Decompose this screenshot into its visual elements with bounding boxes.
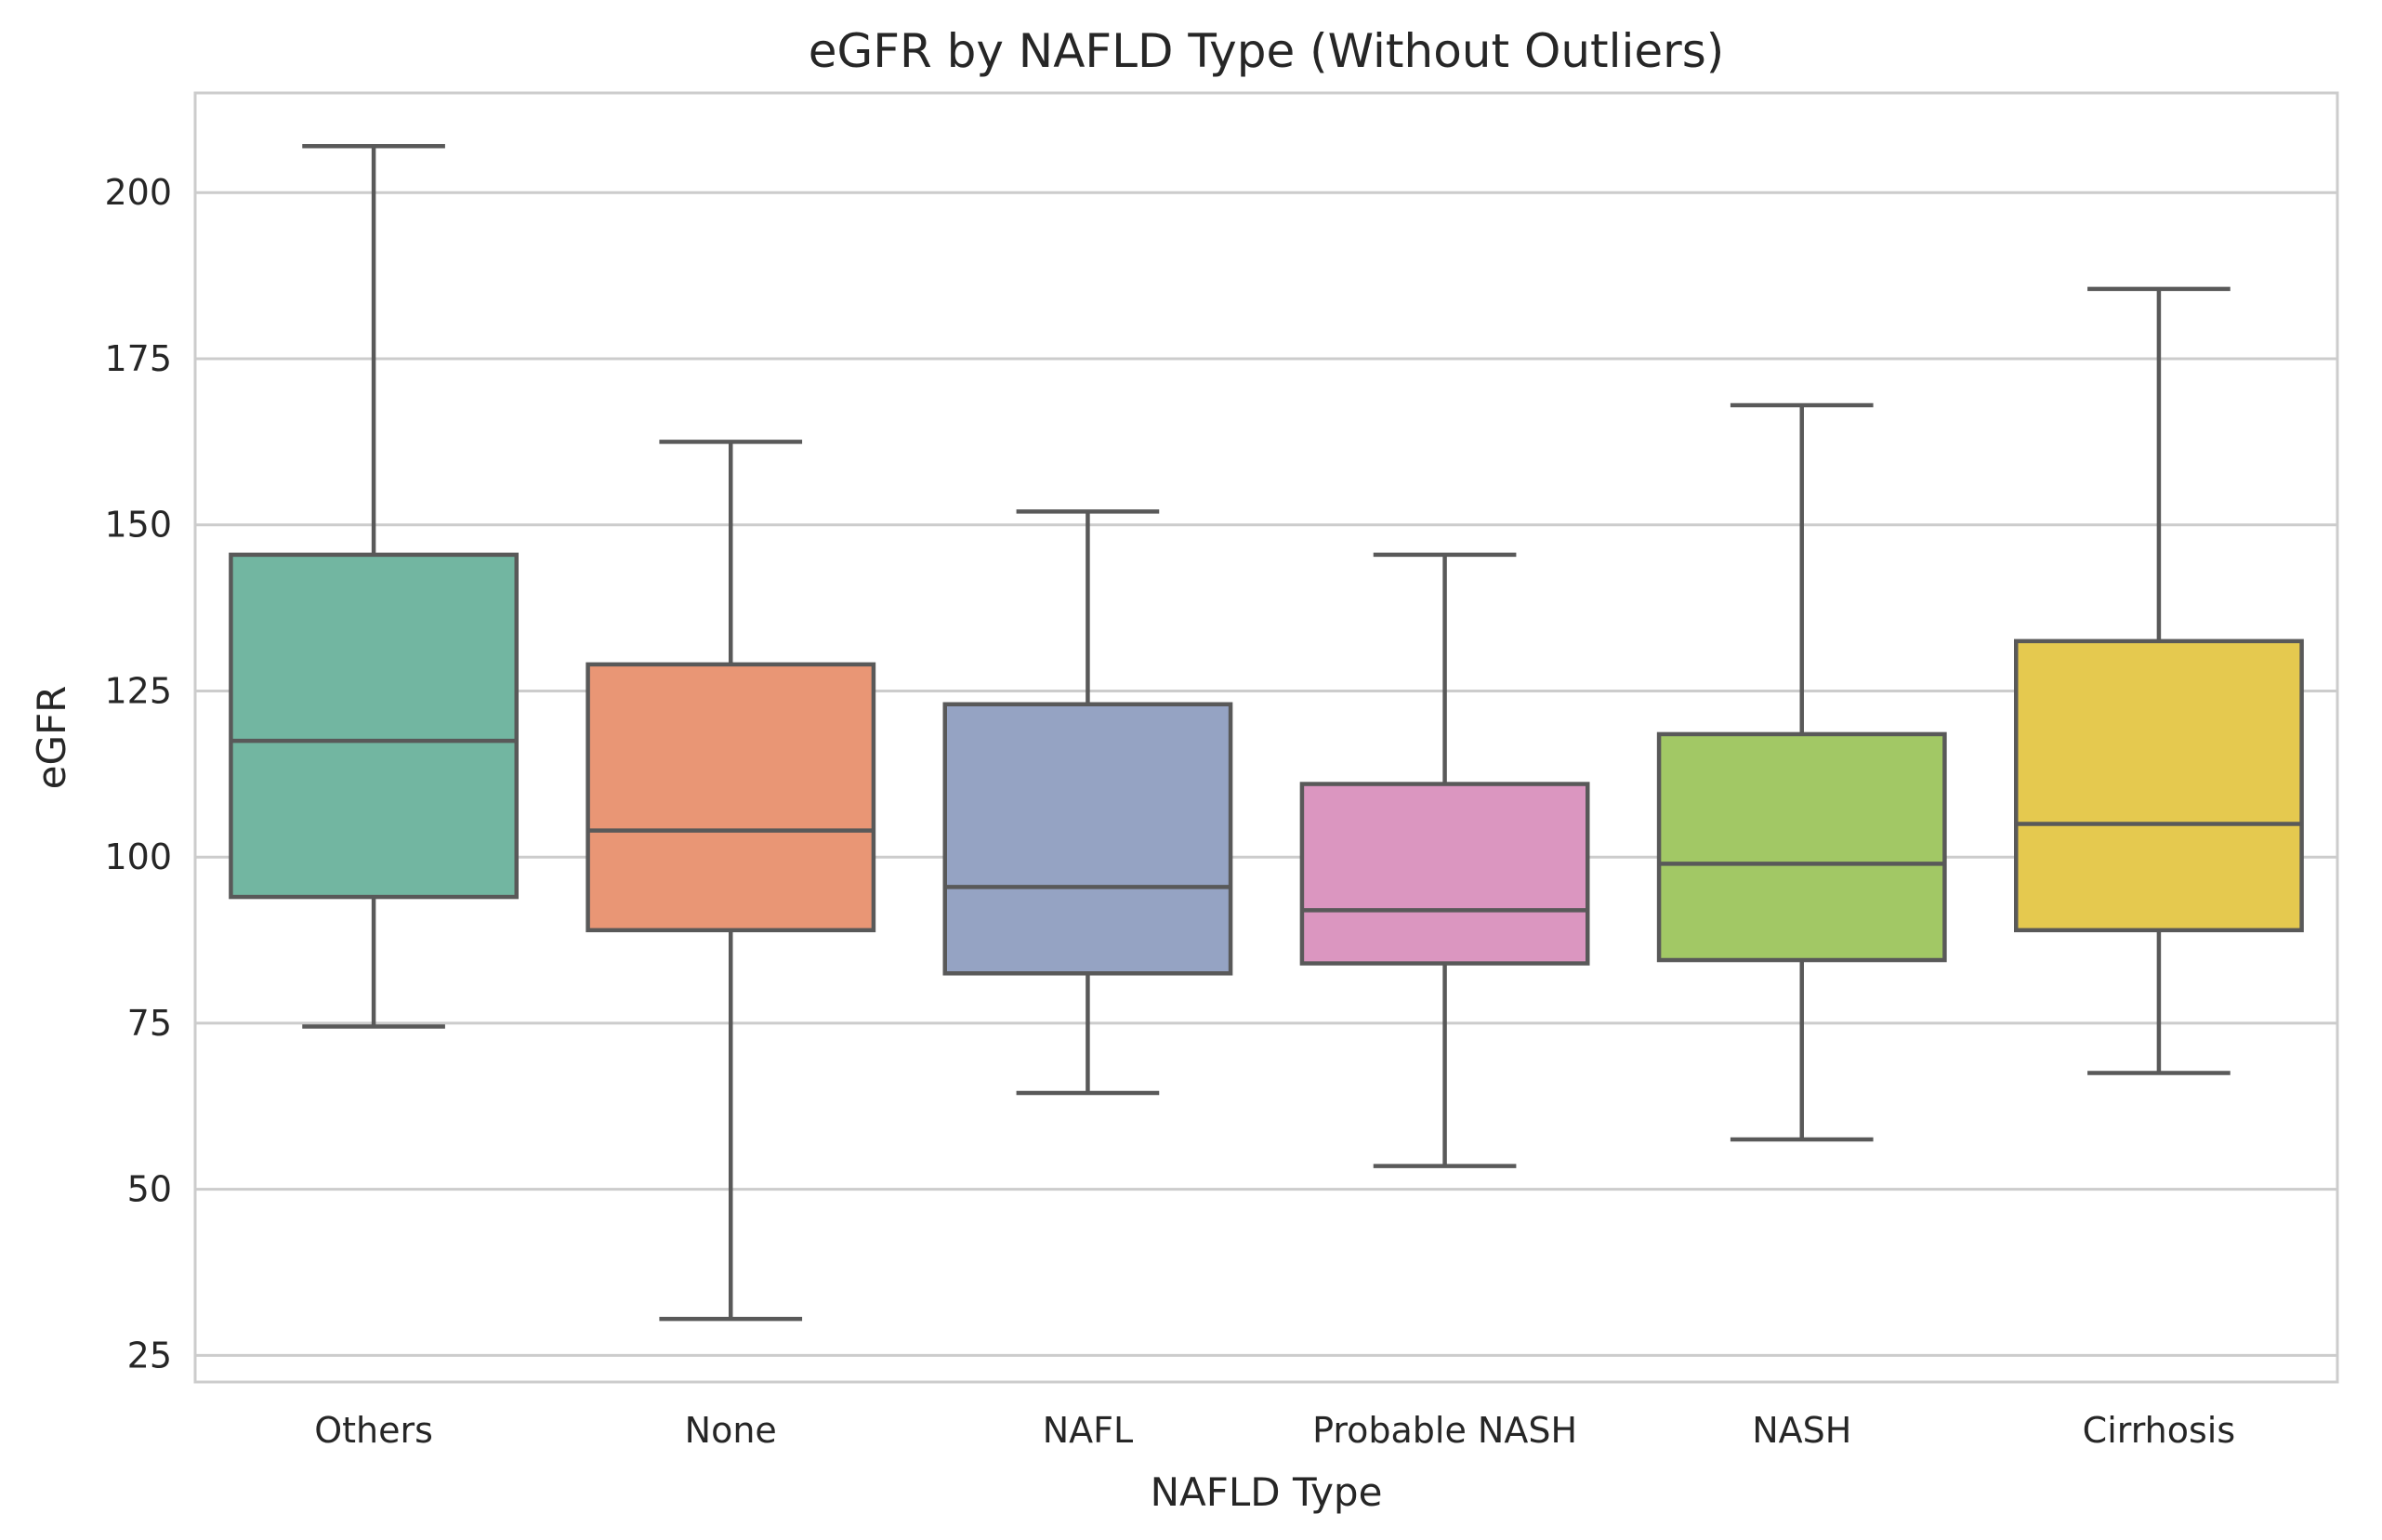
box-plot-nash [1656,402,1947,1142]
x-tick-label-none: None [685,1410,777,1451]
x-tick-labels: Others None NAFL Probable NASH NASH Cirrhosis [314,1410,2235,1451]
iqr-box [2014,638,2304,933]
x-tick-label-nafl: NAFL [1043,1410,1133,1451]
chart-title: eGFR by NAFLD Type (Without Outliers) [809,24,1725,78]
y-tick-label-25: 25 [127,1335,172,1375]
iqr-box [229,552,520,900]
iqr-box [942,702,1233,976]
iqr-box [1299,782,1590,966]
box-plot-cirrhosis [2014,286,2304,1075]
y-tick-label-175: 175 [104,338,172,379]
y-tick-label-50: 50 [127,1169,172,1210]
iqr-box [586,662,876,933]
x-tick-label-probable-nash: Probable NASH [1312,1410,1577,1451]
box-plot-nafl [942,509,1233,1096]
y-tick-label-100: 100 [104,836,172,877]
box-plot-others [229,143,520,1029]
iqr-box [1656,731,1947,963]
y-tick-label-75: 75 [127,1003,172,1044]
plot-frame [193,91,2339,1384]
box-plot-probable-nash [1299,552,1590,1168]
x-tick-label-others: Others [314,1410,433,1451]
x-axis-title: NAFLD Type [1151,1469,1383,1515]
box-plot-none [586,440,876,1322]
y-tick-label-200: 200 [104,172,172,213]
y-tick-label-125: 125 [104,670,172,711]
grid-lines [195,191,2337,1357]
box-plots [229,143,2304,1322]
y-axis-title: eGFR [29,686,74,790]
y-tick-labels: 25 50 75 100 125 150 175 200 [104,172,172,1375]
x-tick-label-nash: NASH [1752,1410,1851,1451]
y-tick-label-150: 150 [104,505,172,546]
x-tick-label-cirrhosis: Cirrhosis [2083,1410,2236,1451]
